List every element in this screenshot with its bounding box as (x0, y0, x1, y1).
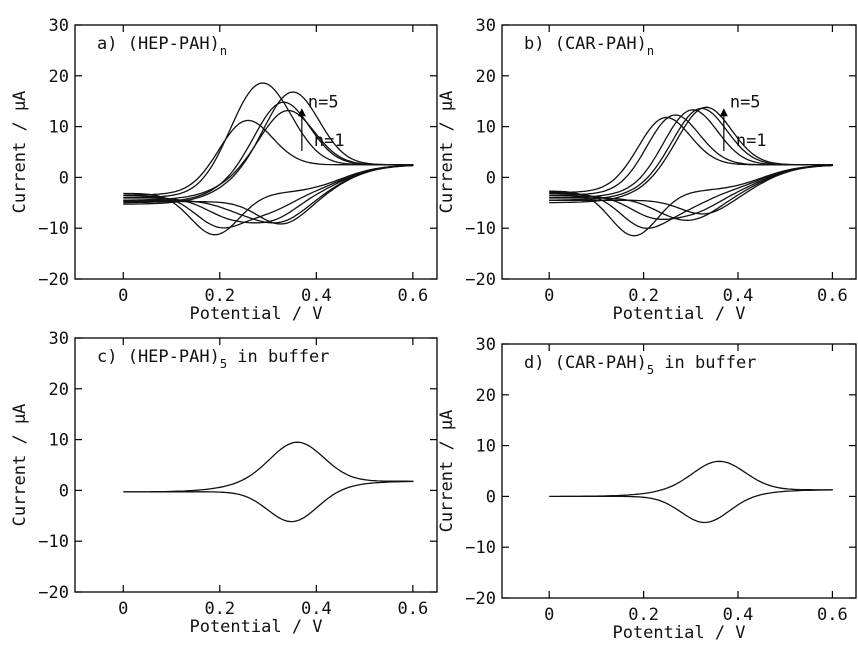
panel-d: 30 20 10 0 −10 −20 0 0.2 0.4 0.6 Potential / V Curr… (437, 335, 857, 643)
x-tick-label: 0.6 (817, 605, 848, 625)
y-tick-label: 10 (49, 118, 69, 138)
plot-frame (74, 24, 438, 280)
plot-frame (74, 337, 438, 593)
arrow-head (719, 108, 728, 117)
y-tick-label: 30 (49, 16, 69, 36)
y-tick-label: −20 (38, 583, 69, 603)
y-tick-label: −10 (465, 538, 496, 558)
x-tick-label: 0.6 (817, 286, 848, 306)
panel-title: d) (CAR-PAH)5 in buffer (524, 353, 756, 377)
cv-trace-1 (549, 116, 834, 237)
x-axis-label: Potential / V (189, 304, 322, 324)
y-tick-label: 10 (476, 118, 496, 138)
cv-trace-5 (549, 106, 834, 215)
cv-trace-5 (123, 91, 414, 225)
y-tick-label: 20 (476, 67, 496, 87)
cv-trace-2 (123, 82, 414, 229)
annotation-bottom: n=1 (314, 131, 345, 151)
y-axis-label: Current / μA (437, 410, 457, 533)
panel-title: b) (CAR-PAH)n (524, 34, 654, 58)
y-tick-label: 30 (476, 16, 496, 36)
y-tick-label: −20 (465, 589, 496, 609)
x-axis-label: Potential / V (612, 623, 745, 643)
y-tick-label: −10 (38, 532, 69, 552)
x-tick-label: 0 (118, 286, 128, 306)
annotation-top: n=5 (308, 93, 339, 113)
y-tick-label: 0 (486, 168, 496, 188)
panel-c: 30 20 10 0 −10 −20 0 0.2 0.4 0.6 Potential / V Curr… (10, 329, 438, 637)
arrow-head (297, 108, 306, 117)
y-tick-label: −20 (465, 270, 496, 290)
x-axis-label: Potential / V (189, 617, 322, 637)
y-tick-label: 20 (49, 67, 69, 87)
y-tick-label: 20 (476, 386, 496, 406)
y-tick-label: 30 (49, 329, 69, 349)
plot-frame (501, 343, 857, 599)
y-tick-label: −10 (38, 219, 69, 239)
panel-title: c) (HEP-PAH)5 in buffer (97, 347, 329, 371)
y-tick-label: 10 (476, 437, 496, 457)
y-tick-label: 10 (49, 431, 69, 451)
x-tick-label: 0.2 (204, 286, 235, 306)
cv-trace-1 (123, 441, 414, 523)
y-axis-label: Current / μA (10, 404, 30, 527)
plot-frame (501, 24, 857, 280)
y-tick-label: 20 (49, 380, 69, 400)
y-tick-label: −10 (465, 219, 496, 239)
x-tick-label: 0 (544, 286, 554, 306)
y-axis-label: Current / μA (10, 91, 30, 214)
annotation-top: n=5 (730, 93, 761, 113)
x-tick-label: 0.2 (628, 605, 659, 625)
y-tick-label: 30 (476, 335, 496, 355)
y-tick-label: 0 (486, 487, 496, 507)
y-tick-label: −20 (38, 270, 69, 290)
cv-trace-3 (123, 109, 414, 224)
x-tick-label: 0 (544, 605, 554, 625)
cv-trace-1 (123, 119, 414, 236)
x-tick-label: 0.2 (628, 286, 659, 306)
y-tick-label: 0 (59, 168, 69, 188)
y-axis-label: Current / μA (437, 91, 457, 214)
cv-trace-1 (549, 460, 834, 524)
x-tick-label: 0.6 (398, 286, 429, 306)
x-tick-label: 0.4 (723, 286, 754, 306)
x-tick-label: 0 (118, 599, 128, 619)
panel-b: 30 20 10 0 −10 −20 0 0.2 0.4 0.6 Potential / V Curr… (437, 16, 857, 324)
annotation-bottom: n=1 (736, 131, 767, 151)
x-tick-label: 0.4 (301, 286, 332, 306)
x-tick-label: 0.4 (723, 605, 754, 625)
x-axis-label: Potential / V (612, 304, 745, 324)
panel-title: a) (HEP-PAH)n (97, 34, 227, 58)
y-tick-label: 0 (59, 481, 69, 501)
x-tick-label: 0.6 (398, 599, 429, 619)
panel-a: 30 20 10 0 −10 −20 0 0.2 0.4 0.6 Potential / V Curr… (10, 16, 438, 324)
x-tick-label: 0.2 (204, 599, 235, 619)
x-tick-label: 0.4 (301, 599, 332, 619)
